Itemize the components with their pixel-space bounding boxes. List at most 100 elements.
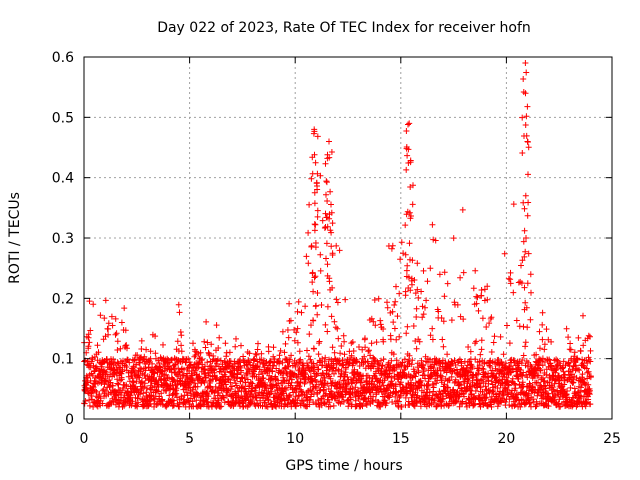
data-point	[441, 269, 448, 276]
data-point	[338, 343, 345, 349]
data-point	[391, 325, 398, 332]
data-point	[521, 227, 528, 234]
data-point	[383, 400, 390, 407]
data-point	[229, 383, 235, 390]
data-point	[478, 292, 485, 299]
data-point	[521, 284, 528, 291]
data-point	[323, 178, 330, 185]
data-point	[389, 308, 396, 315]
data-point	[473, 293, 480, 300]
data-point	[133, 378, 140, 385]
data-point	[152, 350, 159, 357]
data-point	[323, 214, 330, 221]
data-point	[171, 402, 177, 409]
data-point	[476, 367, 482, 374]
x-tick-labels: 0 5 10 15 20 25	[80, 431, 621, 447]
data-point	[541, 341, 548, 348]
data-point	[340, 398, 347, 405]
data-point	[236, 356, 243, 363]
data-point	[122, 327, 129, 334]
data-point	[176, 309, 183, 316]
data-point	[216, 334, 223, 341]
data-point	[484, 283, 491, 290]
data-point	[324, 303, 331, 310]
data-point	[265, 396, 271, 403]
data-point	[301, 370, 308, 376]
data-point	[380, 326, 387, 332]
data-point	[521, 253, 528, 260]
data-point	[539, 309, 546, 316]
data-point	[506, 363, 513, 369]
data-point	[305, 229, 312, 236]
data-point	[405, 121, 411, 128]
data-point	[134, 352, 141, 359]
data-point	[519, 114, 526, 121]
y-tick-label: 0.4	[52, 171, 74, 187]
data-point	[418, 288, 425, 295]
data-point	[310, 360, 317, 367]
data-point	[398, 403, 405, 410]
data-point	[522, 299, 529, 306]
data-point	[234, 371, 241, 378]
data-point	[412, 373, 419, 380]
data-point	[404, 152, 411, 159]
data-point	[510, 365, 516, 372]
data-point	[87, 364, 94, 371]
data-point	[296, 348, 303, 355]
data-point	[585, 368, 592, 375]
data-point	[577, 377, 584, 384]
data-point	[473, 338, 480, 345]
data-point	[147, 355, 154, 362]
data-point	[241, 375, 248, 382]
data-point	[292, 402, 299, 409]
data-point	[535, 379, 541, 386]
data-point	[151, 396, 158, 403]
data-point	[201, 366, 207, 372]
data-point	[87, 327, 94, 334]
data-point	[95, 349, 102, 356]
data-point	[451, 357, 458, 364]
data-point	[136, 374, 143, 381]
data-point	[142, 367, 149, 374]
data-point	[424, 386, 431, 393]
data-point	[320, 371, 327, 378]
data-point	[472, 388, 479, 394]
data-point	[321, 375, 328, 381]
data-point	[156, 393, 163, 400]
data-point	[548, 338, 555, 345]
data-point	[217, 384, 224, 391]
data-point	[322, 321, 329, 328]
data-point	[423, 297, 430, 304]
data-point	[270, 344, 277, 351]
data-point	[406, 120, 413, 127]
data-point	[561, 381, 568, 388]
data-point	[324, 328, 331, 335]
data-point	[328, 149, 335, 155]
data-point	[323, 191, 329, 198]
data-point	[183, 389, 190, 396]
data-point	[204, 359, 211, 366]
data-point	[524, 103, 531, 110]
data-point	[520, 89, 527, 95]
data-point	[329, 344, 336, 351]
data-point	[409, 201, 416, 208]
data-point	[482, 394, 489, 401]
data-point	[202, 374, 209, 381]
data-point	[342, 364, 349, 371]
data-point	[84, 389, 91, 396]
data-point	[403, 166, 410, 173]
data-point	[124, 345, 130, 352]
data-point	[108, 313, 115, 320]
data-point	[427, 332, 434, 339]
data-point	[387, 336, 394, 343]
data-point	[273, 403, 280, 410]
data-point	[380, 356, 387, 363]
data-point	[368, 315, 375, 322]
data-point	[356, 344, 362, 350]
data-point	[443, 369, 450, 376]
data-point	[429, 325, 436, 332]
data-point	[327, 188, 334, 195]
data-point	[173, 390, 180, 397]
data-point	[416, 338, 423, 345]
data-point	[454, 301, 461, 308]
